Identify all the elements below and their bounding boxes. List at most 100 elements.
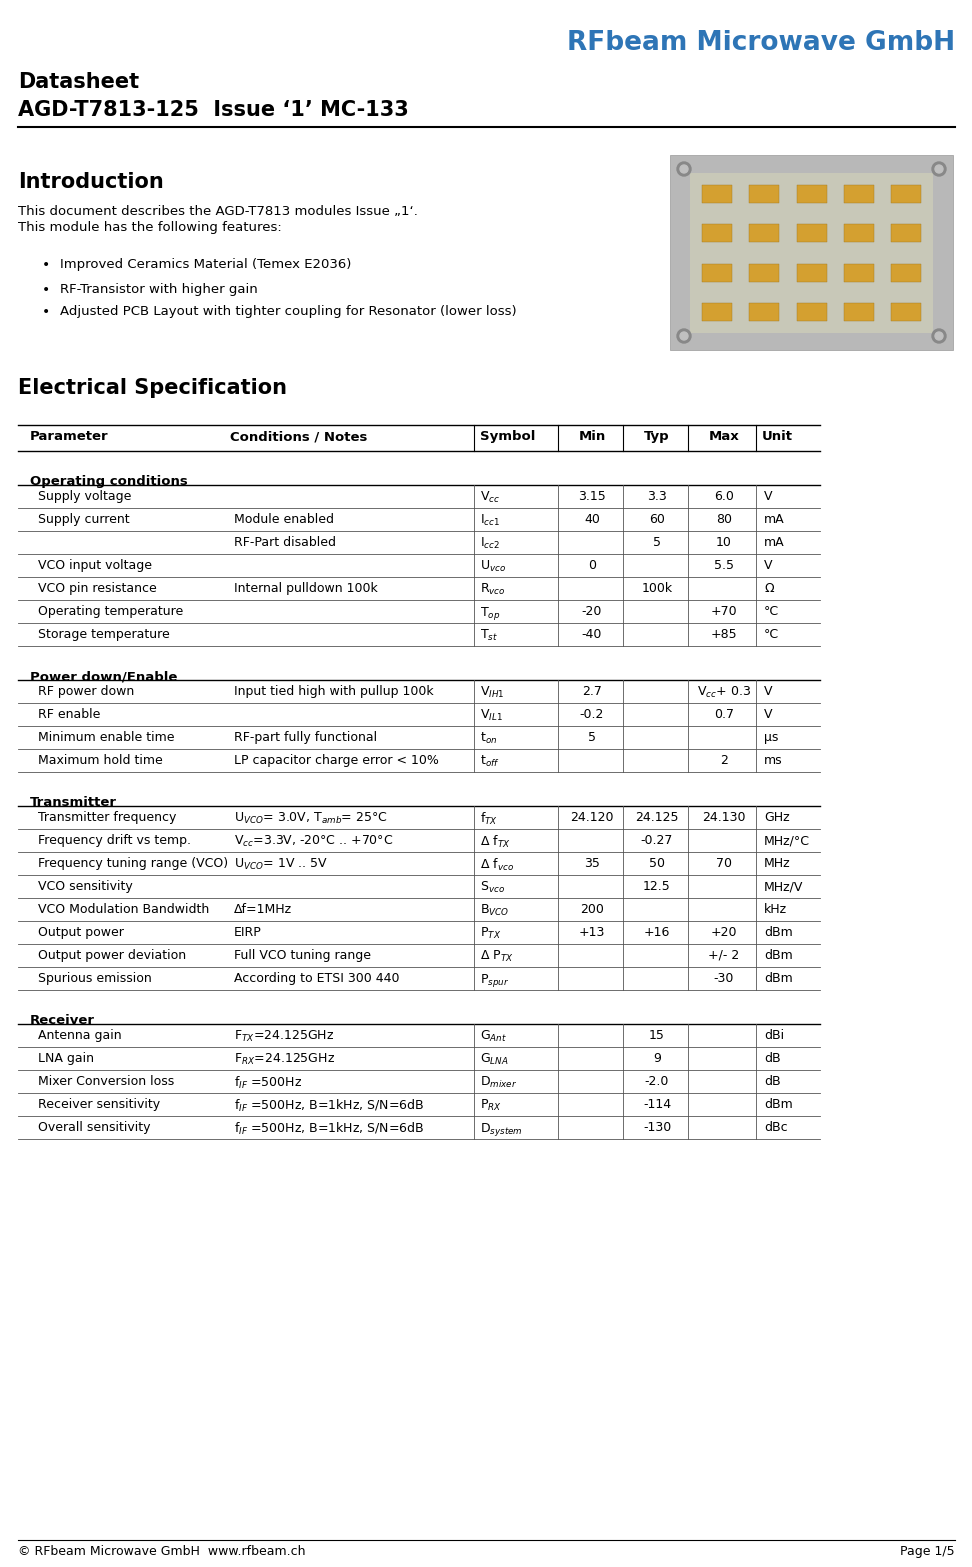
Text: VCO Modulation Bandwidth: VCO Modulation Bandwidth [38,903,209,917]
Text: Operating conditions: Operating conditions [30,475,188,487]
Text: Introduction: Introduction [18,172,163,193]
Text: Δf=1MHz: Δf=1MHz [234,903,293,917]
Text: V$_{cc}$=3.3V, -20°C .. +70°C: V$_{cc}$=3.3V, -20°C .. +70°C [234,834,394,849]
Text: -40: -40 [582,628,603,641]
Text: μs: μs [764,730,779,744]
Text: U$_{VCO}$= 3.0V, T$_{amb}$= 25°C: U$_{VCO}$= 3.0V, T$_{amb}$= 25°C [234,812,388,826]
Text: 5.5: 5.5 [714,559,734,572]
Text: V$_{IH1}$: V$_{IH1}$ [480,685,504,700]
Text: 12.5: 12.5 [643,881,671,893]
Text: Page 1/5: Page 1/5 [900,1545,955,1558]
Bar [891,185,921,204]
Bar [891,224,921,243]
Text: Symbol: Symbol [480,429,536,443]
Text: 6.0: 6.0 [714,490,734,503]
Text: 100k: 100k [642,581,673,595]
Text: RFbeam Microwave GmbH: RFbeam Microwave GmbH [567,30,955,56]
Text: According to ETSI 300 440: According to ETSI 300 440 [234,972,399,986]
Text: 0: 0 [588,559,596,572]
Text: 5: 5 [588,730,596,744]
Text: EIRP: EIRP [234,926,261,939]
Circle shape [680,332,688,340]
Bar [702,185,732,204]
Text: Typ: Typ [644,429,670,443]
Text: Datasheet: Datasheet [18,72,139,92]
Text: Ω: Ω [764,581,774,595]
Text: t$_{on}$: t$_{on}$ [480,730,498,746]
Text: AGD-T7813-125  Issue ‘1’ MC-133: AGD-T7813-125 Issue ‘1’ MC-133 [18,100,409,121]
Text: Output power deviation: Output power deviation [38,950,186,962]
Bar [749,224,780,243]
Text: dB: dB [764,1075,781,1087]
Text: Power down/Enable: Power down/Enable [30,671,177,683]
Text: Storage temperature: Storage temperature [38,628,170,641]
Text: V: V [764,708,773,721]
Text: 2.7: 2.7 [582,685,602,697]
Circle shape [932,161,946,176]
Text: °C: °C [764,605,780,617]
Bar [749,302,780,321]
Text: -30: -30 [713,972,734,986]
Text: © RFbeam Microwave GmbH  www.rfbeam.ch: © RFbeam Microwave GmbH www.rfbeam.ch [18,1545,305,1558]
Text: Output power: Output power [38,926,123,939]
Text: Transmitter: Transmitter [30,796,117,809]
Bar [796,224,826,243]
Text: RF-Part disabled: RF-Part disabled [234,536,336,548]
Text: -2.0: -2.0 [644,1075,669,1087]
Text: Full VCO tuning range: Full VCO tuning range [234,950,371,962]
Text: 5: 5 [653,536,661,548]
Bar [749,185,780,204]
Text: dB: dB [764,1051,781,1066]
Bar [844,185,874,204]
Text: 2: 2 [720,754,728,766]
Bar [891,263,921,282]
Text: RF-Transistor with higher gain: RF-Transistor with higher gain [60,284,258,296]
Text: RF power down: RF power down [38,685,134,697]
Text: V: V [764,685,773,697]
Text: Δ f$_{TX}$: Δ f$_{TX}$ [480,834,510,851]
Text: I$_{cc2}$: I$_{cc2}$ [480,536,500,552]
Text: 70: 70 [716,857,732,870]
Text: B$_{VCO}$: B$_{VCO}$ [480,903,509,918]
Text: •: • [42,284,51,298]
Text: Supply voltage: Supply voltage [38,490,131,503]
Text: U$_{VCO}$= 1V .. 5V: U$_{VCO}$= 1V .. 5V [234,857,328,873]
Text: •: • [42,306,51,320]
Text: Minimum enable time: Minimum enable time [38,730,175,744]
Text: +13: +13 [578,926,606,939]
Text: LP capacitor charge error < 10%: LP capacitor charge error < 10% [234,754,439,766]
Text: Conditions / Notes: Conditions / Notes [230,429,367,443]
Text: MHz/°C: MHz/°C [764,834,810,848]
Text: +85: +85 [711,628,738,641]
Text: •: • [42,259,51,273]
Text: T$_{st}$: T$_{st}$ [480,628,498,642]
Bar [891,302,921,321]
Text: Mixer Conversion loss: Mixer Conversion loss [38,1075,174,1087]
Text: Receiver sensitivity: Receiver sensitivity [38,1098,160,1111]
Text: Frequency tuning range (VCO): Frequency tuning range (VCO) [38,857,228,870]
Text: S$_{vco}$: S$_{vco}$ [480,881,505,895]
Text: dBm: dBm [764,972,793,986]
Text: LNA gain: LNA gain [38,1051,94,1066]
Text: V$_{IL1}$: V$_{IL1}$ [480,708,503,722]
Text: F$_{RX}$=24.125GHz: F$_{RX}$=24.125GHz [234,1051,335,1067]
Text: ms: ms [764,754,782,766]
Circle shape [935,332,943,340]
Text: 10: 10 [716,536,732,548]
Text: Receiver: Receiver [30,1014,95,1026]
Text: mA: mA [764,512,784,527]
Circle shape [680,165,688,172]
Text: dBi: dBi [764,1030,784,1042]
Bar [844,224,874,243]
Bar [702,224,732,243]
Text: dBm: dBm [764,950,793,962]
Text: G$_{LNA}$: G$_{LNA}$ [480,1051,508,1067]
Text: -20: -20 [582,605,603,617]
Bar [749,263,780,282]
Text: f$_{TX}$: f$_{TX}$ [480,812,498,827]
Text: R$_{vco}$: R$_{vco}$ [480,581,505,597]
Text: Adjusted PCB Layout with tighter coupling for Resonator (lower loss): Adjusted PCB Layout with tighter couplin… [60,306,517,318]
Text: +16: +16 [643,926,670,939]
Text: V$_{cc}$: V$_{cc}$ [480,490,501,505]
Text: dBc: dBc [764,1120,787,1135]
